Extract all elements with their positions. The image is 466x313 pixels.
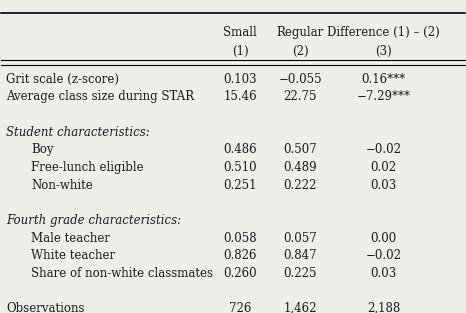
Text: 0.225: 0.225 <box>283 267 317 280</box>
Text: 0.826: 0.826 <box>223 249 257 262</box>
Text: Small: Small <box>223 26 257 39</box>
Text: 1,462: 1,462 <box>283 302 317 313</box>
Text: 0.486: 0.486 <box>223 143 257 156</box>
Text: Share of non-white classmates: Share of non-white classmates <box>32 267 213 280</box>
Text: Male teacher: Male teacher <box>32 232 110 244</box>
Text: Grit scale (z-score): Grit scale (z-score) <box>6 73 119 86</box>
Text: −7.29***: −7.29*** <box>356 90 411 104</box>
Text: 0.16***: 0.16*** <box>362 73 405 86</box>
Text: 15.46: 15.46 <box>223 90 257 104</box>
Text: 0.222: 0.222 <box>283 179 317 192</box>
Text: Student characteristics:: Student characteristics: <box>6 126 150 139</box>
Text: (3): (3) <box>375 45 392 58</box>
Text: Observations: Observations <box>6 302 84 313</box>
Text: −0.02: −0.02 <box>365 249 402 262</box>
Text: −0.02: −0.02 <box>365 143 402 156</box>
Text: (2): (2) <box>292 45 308 58</box>
Text: 0.847: 0.847 <box>283 249 317 262</box>
Text: 0.02: 0.02 <box>370 161 397 174</box>
Text: 0.057: 0.057 <box>283 232 317 244</box>
Text: (1): (1) <box>232 45 248 58</box>
Text: 0.251: 0.251 <box>223 179 257 192</box>
Text: 0.103: 0.103 <box>223 73 257 86</box>
Text: 22.75: 22.75 <box>283 90 317 104</box>
Text: 0.058: 0.058 <box>223 232 257 244</box>
Text: −0.055: −0.055 <box>278 73 322 86</box>
Text: 0.03: 0.03 <box>370 267 397 280</box>
Text: 0.00: 0.00 <box>370 232 397 244</box>
Text: Boy: Boy <box>32 143 54 156</box>
Text: 0.510: 0.510 <box>223 161 257 174</box>
Text: 726: 726 <box>229 302 251 313</box>
Text: Fourth grade characteristics:: Fourth grade characteristics: <box>6 214 181 227</box>
Text: Average class size during STAR: Average class size during STAR <box>6 90 194 104</box>
Text: 0.03: 0.03 <box>370 179 397 192</box>
Text: Regular: Regular <box>276 26 324 39</box>
Text: 0.489: 0.489 <box>283 161 317 174</box>
Text: Free-lunch eligible: Free-lunch eligible <box>32 161 144 174</box>
Text: 0.260: 0.260 <box>223 267 257 280</box>
Text: White teacher: White teacher <box>32 249 116 262</box>
Text: Difference (1) – (2): Difference (1) – (2) <box>327 26 440 39</box>
Text: 0.507: 0.507 <box>283 143 317 156</box>
Text: 2,188: 2,188 <box>367 302 400 313</box>
Text: Non-white: Non-white <box>32 179 93 192</box>
